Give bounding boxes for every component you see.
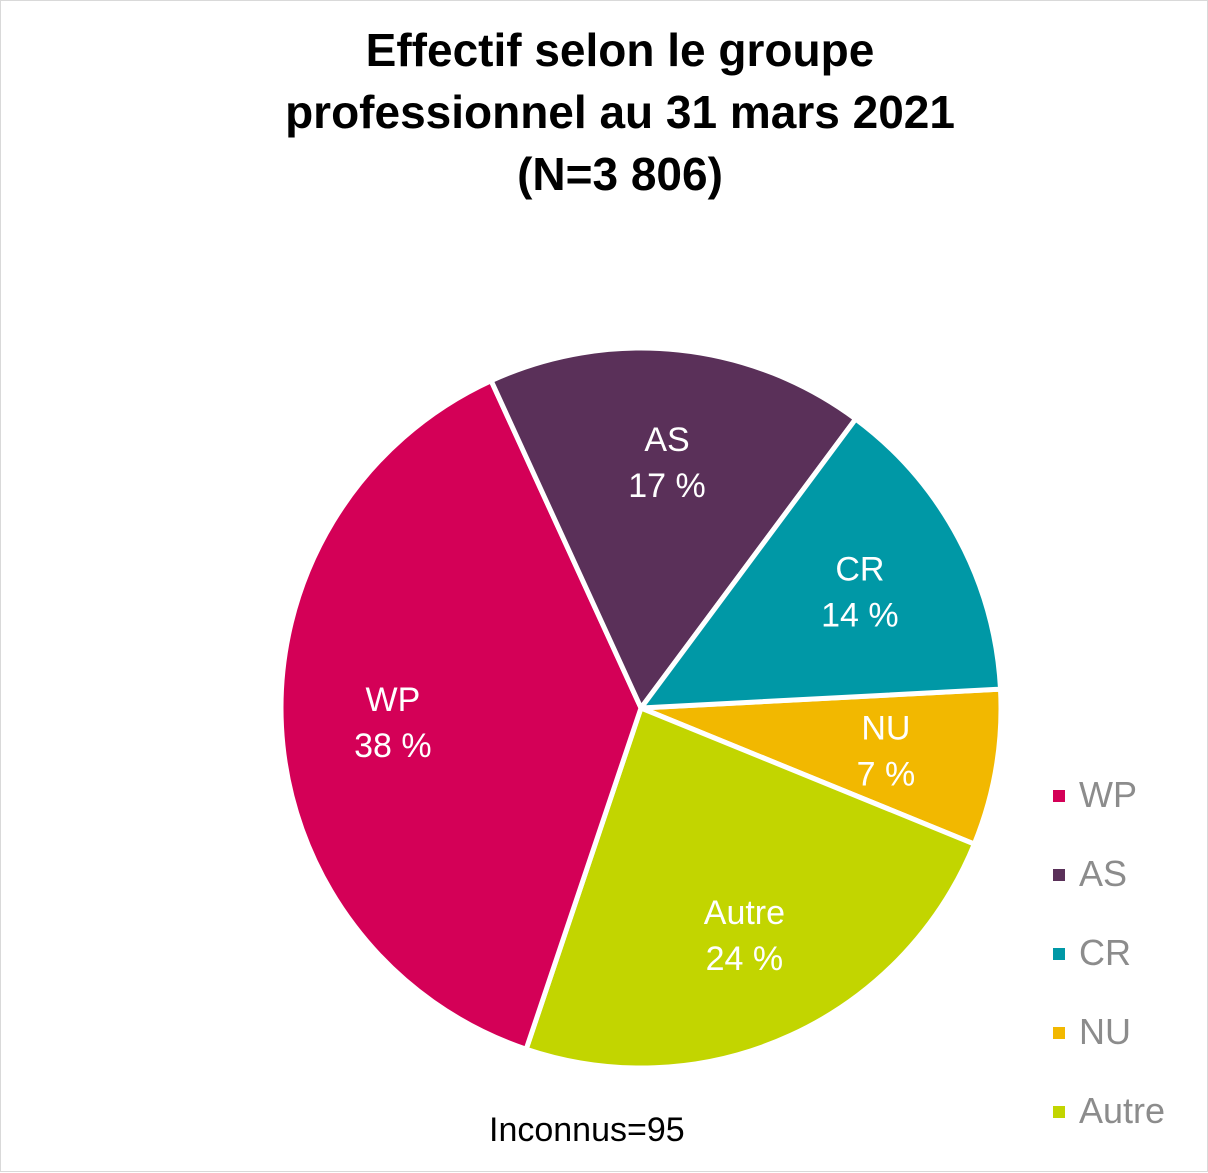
chart-title-line-3: (N=3 806) <box>517 148 723 200</box>
legend-label: AS <box>1079 853 1128 894</box>
slice-category-label: CR <box>835 551 884 589</box>
slice-label-cr: CR 14 % <box>821 551 899 635</box>
slice-percent-label: 7 % <box>857 755 916 793</box>
legend-swatch <box>1053 948 1065 960</box>
legend-label: WP <box>1079 774 1137 815</box>
legend-label: Autre <box>1079 1090 1166 1131</box>
legend-swatch <box>1053 1106 1065 1118</box>
pie-slice-cr <box>638 416 1004 711</box>
slice-category-label: WP <box>366 681 421 719</box>
slice-percent-label: 38 % <box>354 727 432 765</box>
legend-entry-as: AS <box>1053 852 1165 931</box>
unknown-count-note: Inconnus=95 <box>489 1111 685 1149</box>
chart-title: Effectif selon le groupe professionnel a… <box>1 19 1208 205</box>
slice-label-nu: NU 7 % <box>857 709 916 793</box>
slice-label-wp: WP 38 % <box>354 681 432 765</box>
slice-percent-label: 17 % <box>628 467 706 505</box>
slice-percent-label: 14 % <box>821 597 899 635</box>
chart-title-line-1: Effectif selon le groupe <box>365 24 875 76</box>
slice-label-as: AS 17 % <box>628 421 706 505</box>
legend-swatch <box>1053 790 1065 802</box>
chart-title-line-2: professionnel au 31 mars 2021 <box>285 86 955 138</box>
pie-slice-nu <box>638 686 1004 847</box>
legend-swatch <box>1053 869 1065 881</box>
slice-label-autre: Autre 24 % <box>704 894 785 978</box>
legend-entry-wp: WP <box>1053 773 1165 852</box>
legend-entry-nu: NU <box>1053 1010 1165 1089</box>
legend-entry-cr: CR <box>1053 931 1165 1010</box>
pie-slice-as <box>488 345 859 711</box>
legend-swatch <box>1053 1027 1065 1039</box>
slice-category-label: Autre <box>704 894 785 932</box>
slice-category-label: NU <box>861 709 910 747</box>
slice-percent-label: 24 % <box>706 940 784 978</box>
pie-slice-autre <box>523 705 977 1071</box>
pie-slice-wp <box>278 378 644 1052</box>
legend-label: CR <box>1079 932 1131 973</box>
legend-entry-autre: Autre <box>1053 1089 1165 1168</box>
chart-legend: WP AS CR NU Autre <box>1053 773 1165 1168</box>
legend-label: NU <box>1079 1011 1131 1052</box>
slice-category-label: AS <box>644 421 689 459</box>
